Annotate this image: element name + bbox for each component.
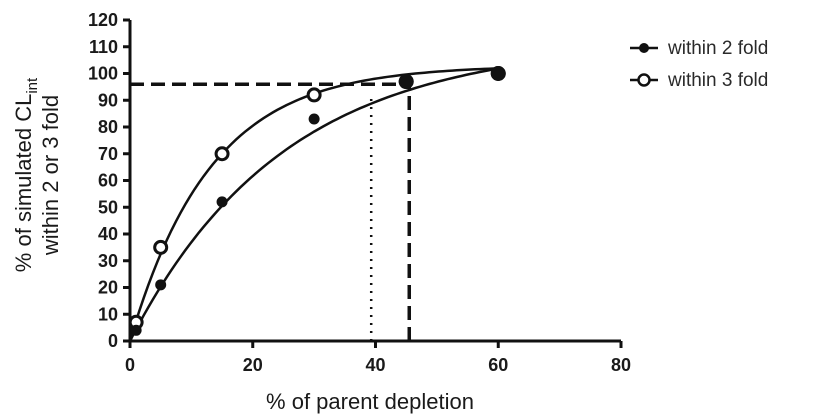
data-point-filled [155, 279, 167, 291]
x-tick-label: 40 [365, 355, 385, 375]
x-ticks: 0 20 40 60 80 [125, 341, 631, 375]
y-tick-label: 0 [108, 331, 118, 351]
data-points [128, 66, 506, 336]
x-tick-label: 0 [125, 355, 135, 375]
reference-lines [130, 82, 412, 341]
legend: within 2 fold within 3 fold [630, 38, 768, 91]
y-tick-label: 90 [98, 90, 118, 110]
fit-curves [128, 67, 499, 342]
y-ticks: 0 10 20 30 40 50 60 70 80 90 100 110 120 [88, 10, 130, 351]
data-point-open [306, 87, 322, 103]
y-tick-label: 70 [98, 144, 118, 164]
y-tick-label: 110 [89, 37, 118, 57]
y-tick-label: 100 [88, 64, 118, 84]
data-point-filled [308, 113, 320, 125]
data-point-filled [398, 74, 414, 90]
x-axis-title: % of parent depletion [266, 389, 474, 414]
legend-marker-filled [639, 43, 649, 53]
fit-curve-series-2 [128, 67, 499, 342]
legend-label-within-3-fold: within 3 fold [667, 70, 768, 91]
y-tick-label: 80 [98, 117, 118, 137]
y-axis-title-line1: % of simulated CL [11, 94, 36, 273]
x-tick-label: 60 [488, 355, 508, 375]
y-axis-title: % of simulated CLint within 2 or 3 fold [11, 77, 63, 272]
y-tick-label: 20 [98, 278, 118, 298]
data-point-filled [216, 196, 228, 208]
legend-marker-open [637, 73, 651, 87]
y-tick-label: 40 [98, 224, 118, 244]
y-tick-label: 60 [98, 171, 118, 191]
data-point-filled [130, 324, 142, 336]
fit-curve-series-1 [128, 67, 499, 342]
data-point-open [214, 146, 230, 162]
y-tick-label: 10 [98, 304, 118, 324]
data-point-open [153, 239, 169, 255]
y-axis-title-line2: within 2 or 3 fold [38, 95, 63, 256]
y-tick-label: 50 [98, 197, 118, 217]
legend-item-within-2-fold: within 2 fold [630, 38, 768, 59]
y-tick-label: 30 [98, 251, 118, 271]
y-tick-label: 120 [88, 10, 118, 30]
data-point-filled [490, 66, 506, 81]
y-axis-title-subscript: int [24, 77, 41, 94]
legend-item-within-3-fold: within 3 fold [630, 70, 768, 91]
x-tick-label: 80 [611, 355, 631, 375]
svg-text:% of simulated CLint: % of simulated CLint [11, 77, 41, 272]
legend-label-within-2-fold: within 2 fold [667, 38, 768, 59]
x-tick-label: 20 [243, 355, 263, 375]
